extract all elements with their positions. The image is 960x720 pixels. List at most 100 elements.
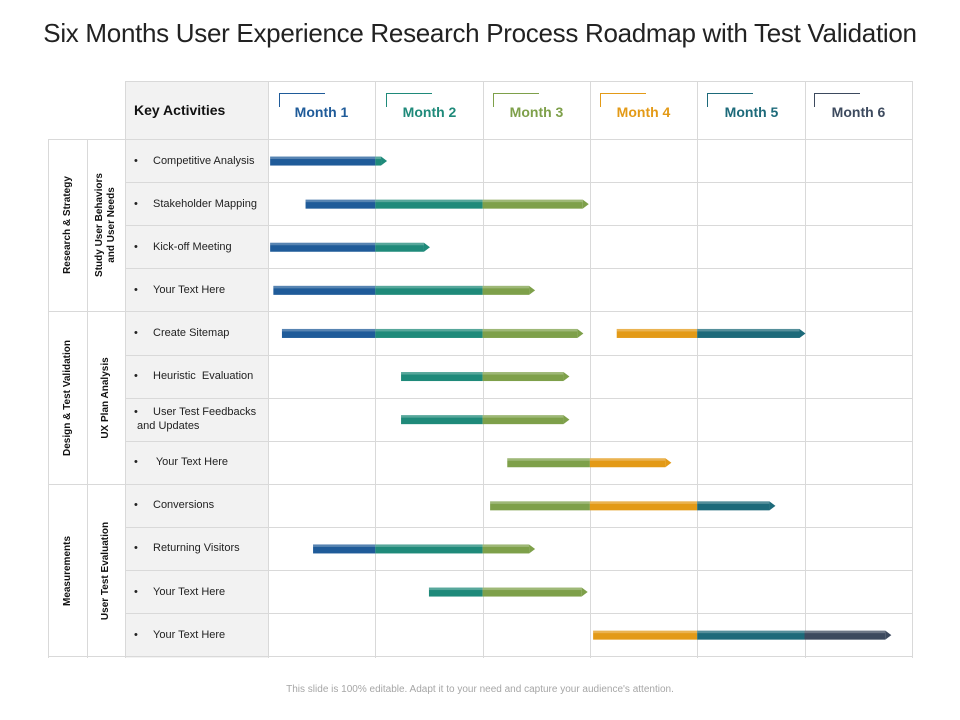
month-4-label: Month 4 [616,104,671,120]
grid-line [590,81,591,658]
gantt-bar-highlight [804,630,886,634]
activity-label: • Heuristic Evaluation [134,369,253,383]
bullet-icon: • [134,197,138,210]
grid-line [125,225,912,226]
grid-line [125,398,912,399]
gantt-bar-segment [490,501,590,511]
gantt-bar-highlight [375,199,483,203]
activity-label: • Returning Visitors [134,541,240,555]
gantt-bar-segment [375,156,382,166]
gantt-bar-segment [589,458,666,468]
gantt-bar-highlight [490,501,590,504]
gantt-bar-segment [401,415,483,425]
gantt-bar-highlight [313,544,376,547]
gantt-bar-segment [482,328,578,338]
bullet-icon: • [134,154,138,167]
key-activities-header: Key Activities [134,102,226,118]
grid-line [48,484,912,485]
activity-text: Your Text Here [153,628,226,641]
gantt-bar-highlight [375,544,483,547]
activity-label: • Create Sitemap [134,326,229,340]
gantt-bar-highlight [375,285,483,289]
gantt-bar-highlight [697,328,800,332]
grid-line [125,81,912,82]
gantt-bar-highlight [593,630,698,634]
gantt-bar-highlight [482,372,564,375]
activity-label: • Kick-off Meeting [134,240,232,254]
gantt-bar-arrow [582,199,589,209]
gantt-bar-segment [616,328,698,338]
gantt-bar-highlight [270,156,376,160]
gantt-bar-arrow [529,544,536,554]
gantt-bar-highlight [401,415,483,418]
month-4-bracket [600,93,646,107]
gantt-bar-segment [507,458,590,468]
gantt-bar-segment [482,372,564,382]
bullet-icon: • [134,370,138,383]
activity-text: Returning Visitors [153,542,240,555]
gantt-bar-arrow [769,501,776,511]
gantt-bar-highlight [401,372,483,375]
bullet-icon: • [134,406,138,419]
gantt-bar-highlight [428,587,483,591]
gantt-bar-highlight [375,328,483,332]
bullet-icon: • [134,542,138,555]
grid-line [48,139,912,140]
gantt-bar-highlight [697,630,805,634]
gantt-bar-segment [697,501,770,511]
month-2-bracket [386,93,432,107]
gantt-bar-arrow [563,372,570,382]
month-6-bracket [814,93,860,107]
month-1-bracket [279,93,325,107]
activity-text: Your Text Here [153,585,226,598]
footer-note: This slide is 100% editable. Adapt it to… [286,684,674,695]
gantt-bar-highlight [482,285,530,289]
activity-label: • Stakeholder Mapping [134,197,257,211]
grid-line [48,139,49,658]
key-activities-column [125,81,268,658]
gantt-bar-segment [305,199,376,209]
gantt-bar-segment [589,501,698,511]
activity-text: and Updates [134,420,200,433]
month-2-label: Month 2 [402,104,457,120]
gantt-bar-highlight [482,415,564,418]
activity-text: Stakeholder Mapping [153,197,257,210]
gantt-bar-segment [697,328,800,338]
grid-line [125,570,912,571]
gantt-bar-highlight [482,544,530,547]
gantt-bar-arrow [577,328,584,338]
activity-text: Your Text Here [153,283,226,296]
activity-text: Conversions [153,499,215,512]
bullet-icon: • [134,456,138,469]
gantt-bar-segment [482,415,564,425]
gantt-bar-highlight [375,242,424,246]
grid-line [483,81,484,658]
activity-label: • Your Text Here [134,283,225,297]
activity-label: • Conversions [134,498,214,512]
gantt-bar-segment [270,156,376,166]
gantt-bar-highlight [281,328,376,332]
gantt-bar-highlight [482,587,582,591]
grid-line [125,355,912,356]
gantt-bar-highlight [482,199,583,203]
page-title: Six Months User Experience Research Proc… [43,18,917,48]
grid-line [125,527,912,528]
bullet-icon: • [134,326,138,339]
gantt-bar-segment [428,587,483,597]
grid-line [48,311,912,312]
gantt-bar-highlight [589,501,698,504]
activity-text: User Test Feedbacks [153,406,257,419]
grid-line [697,81,698,658]
month-5-label: Month 5 [724,104,779,120]
gantt-bar-arrow [529,285,536,295]
bullet-icon: • [134,628,138,641]
gantt-bar-segment [401,372,483,382]
activity-text: Heuristic Evaluation [153,370,254,383]
gantt-bar-arrow [665,458,672,468]
gantt-bar-highlight [589,458,666,461]
grid-line [125,81,126,658]
grid-line [375,81,376,658]
gantt-bar-segment [482,199,583,209]
gantt-bar-arrow [423,242,430,252]
month-3-label: Month 3 [509,104,564,120]
